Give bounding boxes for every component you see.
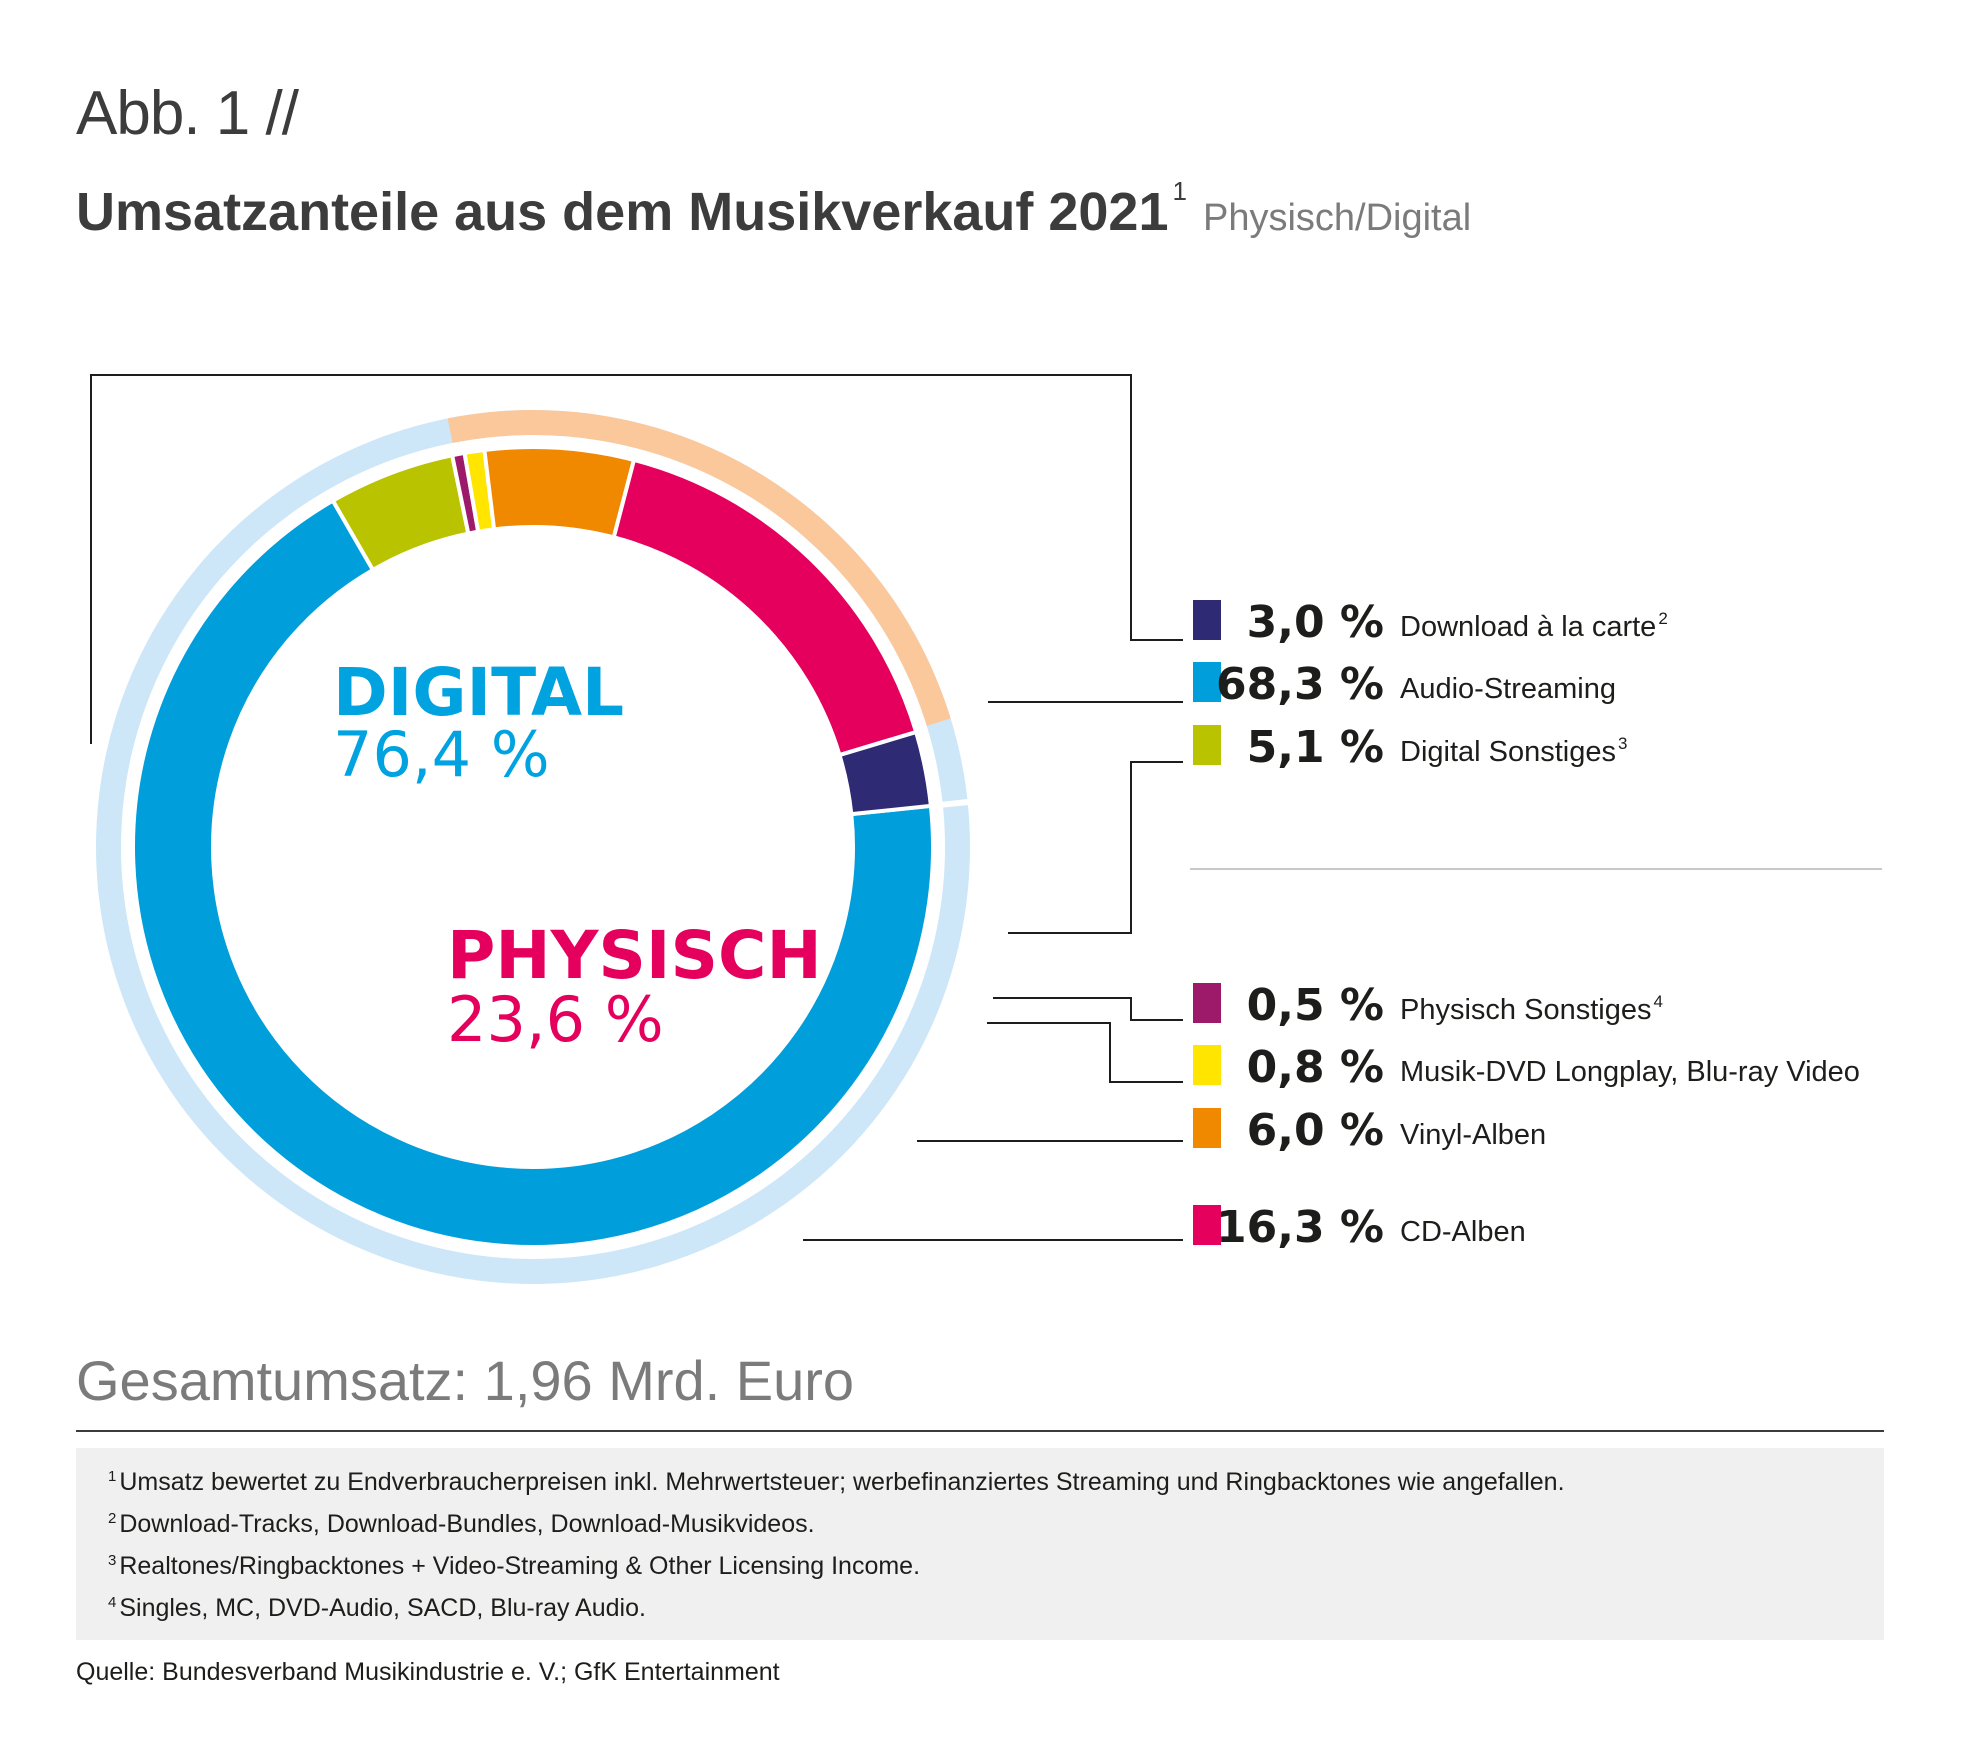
legend-swatch-physisch-sonstiges: [1193, 983, 1221, 1023]
footnote-text: Umsatz bewertet zu Endverbraucherpreisen…: [119, 1468, 1564, 1496]
legend-value-audio-streaming: 68,3 %: [1216, 659, 1384, 710]
total-divider: [76, 1430, 1884, 1432]
legend-value-cd-alben: 16,3 %: [1216, 1202, 1384, 1253]
footnotes-box: 1 Umsatz bewertet zu Endverbraucherpreise…: [76, 1448, 1884, 1640]
legend-swatch-musik-dvd-longplay-blu-ray-video: [1193, 1045, 1221, 1085]
footnote-item: 2 Download-Tracks, Download-Bundles, Down…: [108, 1510, 815, 1539]
footnote-text: Download-Tracks, Download-Bundles, Downl…: [119, 1510, 814, 1538]
legend-label-digital-sonstiges: Digital Sonstiges 3: [1400, 734, 1627, 768]
legend-label-download-la-carte: Download à la carte 2: [1400, 609, 1668, 643]
legend-swatch-download-la-carte: [1193, 600, 1221, 640]
legend-label-cd-alben: CD-Alben: [1400, 1216, 1526, 1248]
group-value-physisch: 23,6 %: [447, 983, 664, 1056]
donut-segments: [133, 447, 933, 1247]
legend-value-physisch-sonstiges: 0,5 %: [1247, 980, 1384, 1031]
legend-footnote-marker: 4: [1653, 992, 1662, 1011]
footnote-item: 3 Realtones/Ringbacktones + Video-Streami…: [108, 1552, 920, 1581]
footnote-number: 3: [108, 1552, 116, 1569]
footnote-number: 4: [108, 1594, 116, 1611]
footnote-item: 4 Singles, MC, DVD-Audio, SACD, Blu-ray A…: [108, 1594, 646, 1623]
segment-vinyl-alben: [484, 447, 634, 537]
footnote-text: Singles, MC, DVD-Audio, SACD, Blu-ray Au…: [119, 1594, 646, 1622]
legend-value-musik-dvd-longplay-blu-ray-video: 0,8 %: [1247, 1042, 1384, 1093]
footnote-item: 1 Umsatz bewertet zu Endverbraucherpreise…: [108, 1468, 1565, 1497]
connector-line: [987, 1023, 1183, 1082]
source-line: Quelle: Bundesverband Musikindustrie e. …: [76, 1658, 780, 1687]
legend-swatch-digital-sonstiges: [1193, 725, 1221, 765]
legend-value-download-la-carte: 3,0 %: [1247, 597, 1384, 648]
legend-footnote-marker: 3: [1618, 734, 1627, 753]
legend-label-physisch-sonstiges: Physisch Sonstiges 4: [1400, 992, 1663, 1026]
footnote-number: 1: [108, 1468, 116, 1485]
chart-legend: 3,0 % Download à la carte 2 68,3 % Audio-Str…: [1193, 597, 1860, 1253]
legend-value-digital-sonstiges: 5,1 %: [1247, 722, 1384, 773]
total-revenue: Gesamtumsatz: 1,96 Mrd. Euro: [76, 1348, 854, 1413]
footnote-text: Realtones/Ringbacktones + Video-Streamin…: [119, 1552, 920, 1580]
legend-label-audio-streaming: Audio-Streaming: [1400, 673, 1616, 705]
connector-line: [993, 998, 1183, 1020]
group-outer-ring: [96, 410, 970, 1284]
legend-label-musik-dvd-longplay-blu-ray-video: Musik-DVD Longplay, Blu-ray Video: [1400, 1056, 1860, 1088]
legend-swatch-vinyl-alben: [1193, 1108, 1221, 1148]
group-value-digital: 76,4 %: [333, 718, 550, 791]
legend-label-vinyl-alben: Vinyl-Alben: [1400, 1119, 1546, 1151]
connector-line: [1008, 762, 1183, 933]
legend-value-vinyl-alben: 6,0 %: [1247, 1105, 1384, 1156]
footnote-number: 2: [108, 1510, 116, 1527]
donut-chart: 3,0 % Download à la carte 2 68,3 % Audio-Str…: [0, 0, 1963, 1330]
legend-footnote-marker: 2: [1658, 609, 1667, 628]
